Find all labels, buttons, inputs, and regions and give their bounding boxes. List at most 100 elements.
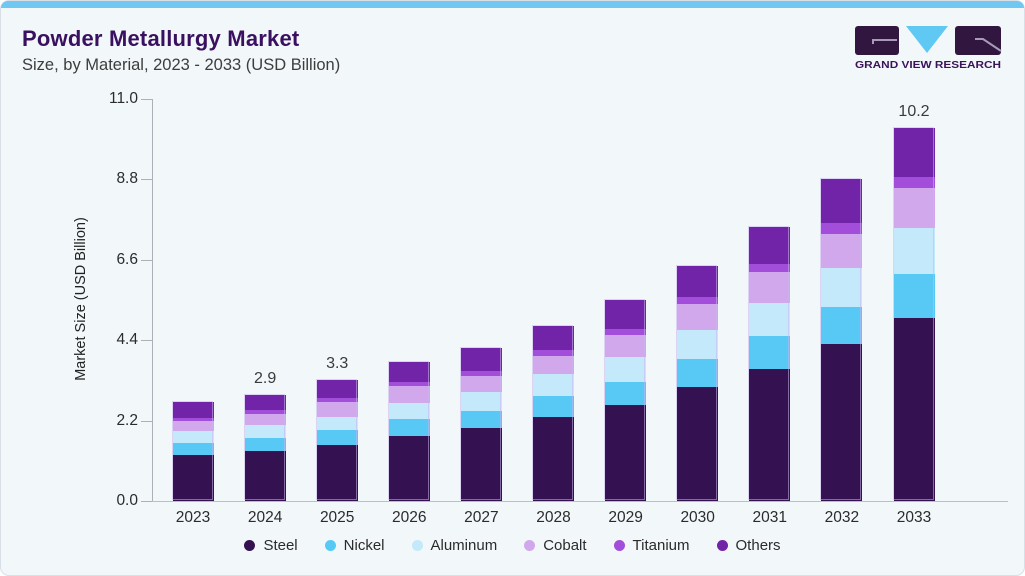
legend-label: Cobalt bbox=[543, 537, 587, 554]
legend-dot-aluminum bbox=[411, 540, 423, 551]
bar-segment-2027-steel bbox=[460, 428, 502, 501]
y-tick-label: 11.0 bbox=[108, 90, 138, 107]
bar-segment-2032-titanium bbox=[821, 223, 863, 234]
bar-segment-2028-steel bbox=[533, 416, 574, 501]
bar-segment-2029-aluminum bbox=[605, 356, 647, 383]
bar-segment-2026-nickel bbox=[388, 418, 430, 437]
bar-segment-2026-others bbox=[388, 362, 430, 382]
bar-segment-2025-cobalt bbox=[316, 401, 358, 417]
x-tick-label-2027: 2027 bbox=[464, 509, 499, 526]
y-tick-mark bbox=[141, 501, 152, 502]
bar-segment-2026-steel bbox=[388, 436, 430, 501]
bar-value-label-2025: 3.3 bbox=[326, 355, 349, 373]
x-tick-label-2029: 2029 bbox=[608, 509, 643, 526]
legend-dot-steel bbox=[244, 540, 256, 551]
bar-segment-2025-aluminum bbox=[316, 416, 358, 431]
x-tick-label-2028: 2028 bbox=[536, 509, 571, 526]
y-axis-spine bbox=[152, 99, 153, 501]
bar-segment-2033-titanium bbox=[893, 176, 935, 189]
brand-wordmark: GRAND VIEW RESEARCH bbox=[855, 60, 1001, 71]
x-tick-label-2026: 2026 bbox=[392, 509, 427, 526]
legend-label: Titanium bbox=[632, 537, 690, 554]
bar-segment-2025-steel bbox=[316, 444, 358, 501]
bar-segment-2023-steel bbox=[172, 454, 214, 501]
grand-view-research-logo: GRAND VIEW RESEARCH bbox=[855, 26, 1002, 71]
y-tick-label: 8.8 bbox=[116, 170, 138, 188]
bar-segment-2031-aluminum bbox=[749, 303, 791, 337]
legend-label: Others bbox=[735, 537, 781, 554]
legend-dot-others bbox=[716, 540, 728, 551]
legend-item-nickel: Nickel bbox=[324, 537, 385, 554]
y-tick-label: 6.6 bbox=[116, 250, 138, 268]
bar-segment-2024-cobalt bbox=[244, 413, 286, 425]
x-tick-label-2031: 2031 bbox=[752, 509, 788, 526]
bar-segment-2029-steel bbox=[605, 405, 647, 501]
bar-segment-2030-aluminum bbox=[677, 329, 719, 360]
legend-label: Steel bbox=[263, 537, 298, 554]
x-axis-line bbox=[152, 501, 1008, 502]
bar-segment-2025-titanium bbox=[316, 398, 358, 402]
legend-dot-nickel bbox=[324, 540, 336, 551]
bar-segment-2030-steel bbox=[677, 386, 719, 501]
bar-segment-2032-others bbox=[821, 179, 863, 224]
logo-r-block bbox=[955, 26, 1001, 55]
legend-dot-titanium bbox=[613, 540, 625, 551]
legend-label: Aluminum bbox=[430, 537, 498, 554]
legend-item-steel: Steel bbox=[244, 537, 298, 554]
logo-v-glyph bbox=[906, 26, 948, 53]
bar-segment-2023-aluminum bbox=[172, 431, 214, 444]
y-tick-mark bbox=[141, 179, 152, 181]
bar-segment-2027-aluminum bbox=[460, 392, 502, 412]
bar-segment-2023-titanium bbox=[172, 418, 214, 422]
bar-segment-2030-titanium bbox=[677, 297, 719, 305]
bar-segment-2032-aluminum bbox=[821, 267, 863, 308]
bar-segment-2026-aluminum bbox=[388, 403, 430, 419]
bar-segment-2031-others bbox=[749, 226, 791, 265]
bar-segment-2028-nickel bbox=[533, 396, 574, 417]
bar-segment-2024-titanium bbox=[244, 410, 286, 414]
bar-segment-2031-steel bbox=[749, 368, 791, 501]
bar-segment-2032-steel bbox=[821, 343, 863, 501]
bar-segment-2024-steel bbox=[244, 451, 286, 501]
bar-segment-2033-cobalt bbox=[893, 188, 935, 228]
y-tick-mark bbox=[141, 420, 152, 422]
x-tick-label-2023: 2023 bbox=[175, 509, 211, 526]
page-title: Powder Metallurgy Market bbox=[22, 26, 300, 51]
y-tick-mark bbox=[141, 259, 152, 261]
bar-segment-2024-nickel bbox=[244, 437, 286, 452]
y-tick-label: 4.4 bbox=[116, 331, 138, 349]
bar-segment-2026-cobalt bbox=[388, 386, 430, 404]
legend-item-aluminum: Aluminum bbox=[411, 537, 498, 554]
page-subtitle: Size, by Material, 2023 - 2033 (USD Bill… bbox=[22, 56, 341, 74]
y-tick-mark bbox=[141, 99, 152, 100]
bar-segment-2028-titanium bbox=[533, 350, 574, 357]
x-tick-label-2030: 2030 bbox=[680, 509, 715, 526]
bar-segment-2023-cobalt bbox=[172, 421, 214, 432]
legend: Steel Nickel Aluminum Cobalt Titanium Others bbox=[0, 537, 1025, 554]
top-accent-bar bbox=[1, 1, 1024, 8]
bar-segment-2029-others bbox=[605, 300, 647, 330]
x-tick-label-2033: 2033 bbox=[896, 509, 932, 526]
legend-dot-cobalt bbox=[524, 540, 536, 551]
bar-segment-2023-others bbox=[172, 402, 214, 419]
legend-item-others: Others bbox=[716, 537, 781, 554]
x-tick-label-2032: 2032 bbox=[824, 509, 860, 526]
bar-segment-2023-nickel bbox=[172, 443, 214, 455]
bar-value-label-2024: 2.9 bbox=[253, 370, 277, 388]
bar-segment-2027-nickel bbox=[460, 411, 502, 429]
bar-segment-2033-others bbox=[893, 128, 935, 177]
bar-segment-2029-nickel bbox=[605, 382, 647, 406]
bar-segment-2028-others bbox=[533, 325, 574, 351]
bar-segment-2026-titanium bbox=[388, 381, 430, 387]
bar-segment-2027-cobalt bbox=[460, 375, 502, 393]
y-axis-title: Market Size (USD Billion) bbox=[73, 217, 89, 381]
bar-segment-2031-nickel bbox=[749, 336, 791, 369]
bar-segment-2029-cobalt bbox=[605, 335, 647, 357]
y-tick-label: 0.0 bbox=[116, 492, 138, 509]
legend-item-cobalt: Cobalt bbox=[524, 537, 587, 554]
bar-segment-2033-steel bbox=[893, 318, 935, 501]
bar-segment-2028-aluminum bbox=[533, 373, 574, 397]
y-tick-label: 2.2 bbox=[116, 411, 138, 429]
